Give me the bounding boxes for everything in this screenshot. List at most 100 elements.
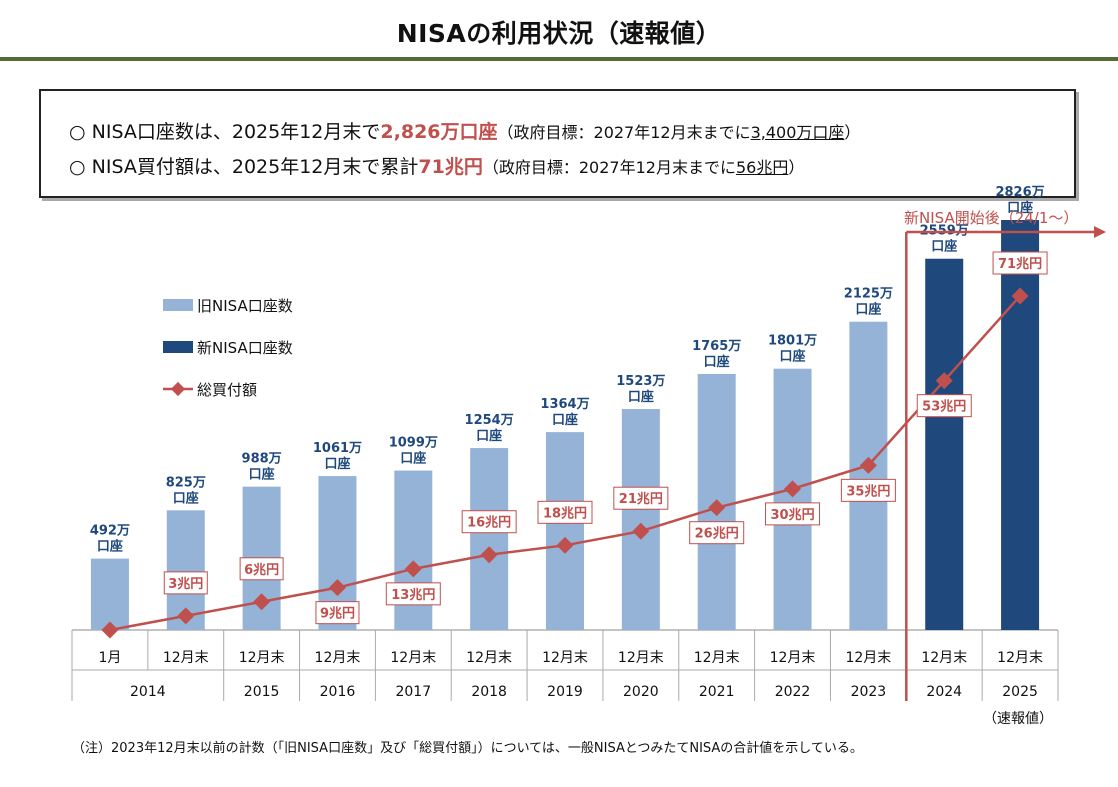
- bar-series: [90, 220, 1040, 630]
- purchase-point: [480, 546, 498, 564]
- accounts-target-value: 3,400万口座: [750, 123, 845, 142]
- purchase-target-suffix: ）: [788, 158, 805, 177]
- line-value-label: 9兆円: [320, 606, 355, 622]
- accounts-target-suffix: ）: [844, 123, 861, 142]
- old-nisa-bar: [849, 321, 888, 630]
- category-tick-label: 12月末: [542, 650, 588, 666]
- bar-value-label: 1801万: [768, 334, 817, 349]
- bar-value-label: 2826万: [995, 185, 1044, 200]
- line-value-label: 3兆円: [168, 576, 203, 592]
- bar-value-label: 口座: [931, 239, 957, 255]
- bar-value-label: 口座: [780, 349, 806, 365]
- bar-value-label: 988万: [242, 452, 282, 467]
- purchase-point: [859, 456, 877, 474]
- bullet-circle: ○: [69, 156, 86, 178]
- purchase-highlight: 71兆円: [418, 156, 483, 178]
- line-label-box: [689, 521, 745, 545]
- bar-value-label: 825万: [166, 475, 206, 490]
- category-tick-label: 12月末: [163, 650, 209, 666]
- preliminary-label: （速報値）: [983, 711, 1053, 727]
- year-tick-label: 2023: [851, 684, 887, 700]
- line-value-label: 18兆円: [543, 505, 587, 521]
- footnote: （注）2023年12月末以前の計数（「旧NISA口座数」及び「総買付額」）につい…: [72, 741, 863, 756]
- line-value-label: 13兆円: [391, 587, 435, 603]
- legend-label: 旧NISA口座数: [197, 297, 293, 315]
- line-label-box: [840, 478, 896, 502]
- bar-value-label: 1254万: [465, 413, 514, 428]
- bullet-circle: ○: [69, 121, 86, 143]
- old-nisa-bar: [470, 448, 509, 630]
- bar-value-label: 口座: [476, 428, 502, 444]
- purchase-point: [632, 522, 650, 540]
- line-label-box: [916, 394, 972, 418]
- purchase-target-prefix: （政府目標：2027年12月末までに: [482, 158, 736, 177]
- bar-value-label: 口座: [628, 389, 654, 405]
- purchase-line-series: [101, 287, 1029, 639]
- line-value-label: 30兆円: [770, 507, 814, 523]
- purchase-point: [253, 593, 271, 611]
- bar-value-label: 2125万: [844, 287, 893, 302]
- legend-swatch-old: [163, 299, 193, 311]
- category-tick-label: 12月末: [390, 650, 436, 666]
- year-tick-label: 2022: [775, 684, 811, 700]
- bar-value-label: 口座: [1007, 200, 1033, 216]
- line-label-box: [461, 510, 517, 534]
- purchase-text: NISA買付額は、2025年12月末で累計: [91, 156, 419, 178]
- bar-value-label: 口座: [324, 456, 350, 472]
- bar-value-label: 1099万: [389, 436, 438, 451]
- accounts-target-prefix: （政府目標：2027年12月末までに: [497, 123, 751, 142]
- category-tick-label: 12月末: [315, 650, 361, 666]
- purchase-point: [556, 536, 574, 554]
- line-value-label: 21兆円: [619, 491, 663, 507]
- arrow-head-icon: [1094, 226, 1106, 238]
- summary-accounts-line: ○ NISA口座数は、2025年12月末で2,826万口座（政府目標：2027年…: [69, 117, 860, 144]
- category-tick-label: 12月末: [694, 650, 740, 666]
- bar-value-label: 1364万: [540, 397, 589, 412]
- bar-value-label: 1765万: [692, 339, 741, 354]
- purchase-point: [404, 560, 422, 578]
- new-nisa-marker-label: 新NISA開始後（24/1～）: [904, 209, 1078, 227]
- line-value-label: 26兆円: [695, 526, 739, 542]
- page-title: NISAの利用状況（速報値）: [396, 19, 722, 48]
- year-tick-label: 2019: [547, 684, 583, 700]
- purchase-point: [101, 621, 119, 639]
- category-tick-label: 12月末: [239, 650, 285, 666]
- line-value-label: 16兆円: [467, 515, 511, 531]
- new-nisa-bar: [925, 258, 964, 630]
- year-tick-label: 2025: [1002, 684, 1038, 700]
- line-label-box: [315, 601, 360, 625]
- legend-swatch-new: [163, 341, 193, 353]
- line-value-labels: 3兆円 6兆円 9兆円 13兆円 16兆円 18兆円 21兆円 26兆円 30兆円 35兆円 53兆…: [163, 251, 1048, 625]
- purchase-point: [708, 499, 726, 517]
- category-tick-label: 12月末: [845, 650, 891, 666]
- title-divider: [0, 57, 1118, 61]
- bar-value-label: 口座: [855, 302, 881, 318]
- purchase-point: [935, 372, 953, 390]
- line-label-box: [765, 502, 821, 526]
- legend-label: 総買付額: [197, 381, 257, 399]
- accounts-highlight: 2,826万口座: [380, 121, 498, 143]
- bar-value-label: 492万: [90, 524, 130, 539]
- bar-value-label: 口座: [704, 354, 730, 370]
- bar-value-label: 口座: [400, 451, 426, 467]
- purchase-point: [328, 579, 346, 597]
- year-tick-label: 2024: [926, 684, 962, 700]
- old-nisa-bar: [90, 558, 129, 630]
- summary-purchase-line: ○ NISA買付額は、2025年12月末で累計71兆円（政府目標：2027年12…: [69, 152, 804, 179]
- new-nisa-bar: [1001, 220, 1040, 630]
- category-tick-label: 12月末: [466, 650, 512, 666]
- purchase-point: [177, 607, 195, 625]
- category-tick-label: 12月末: [997, 650, 1043, 666]
- legend-label: 新NISA口座数: [197, 339, 293, 357]
- old-nisa-bar: [621, 409, 660, 630]
- line-label-box: [239, 557, 284, 581]
- year-tick-label: 2015: [244, 684, 280, 700]
- line-label-box: [163, 571, 208, 595]
- old-nisa-bar: [546, 432, 584, 630]
- category-tick-label: 12月末: [770, 650, 816, 666]
- line-label-box: [385, 582, 441, 606]
- line-label-box: [613, 486, 669, 510]
- legend-diamond-icon: [170, 381, 186, 397]
